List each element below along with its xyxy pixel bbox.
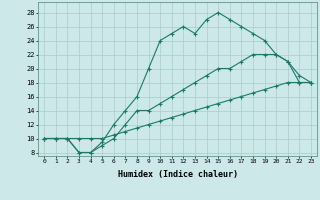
X-axis label: Humidex (Indice chaleur): Humidex (Indice chaleur) [118, 170, 238, 179]
